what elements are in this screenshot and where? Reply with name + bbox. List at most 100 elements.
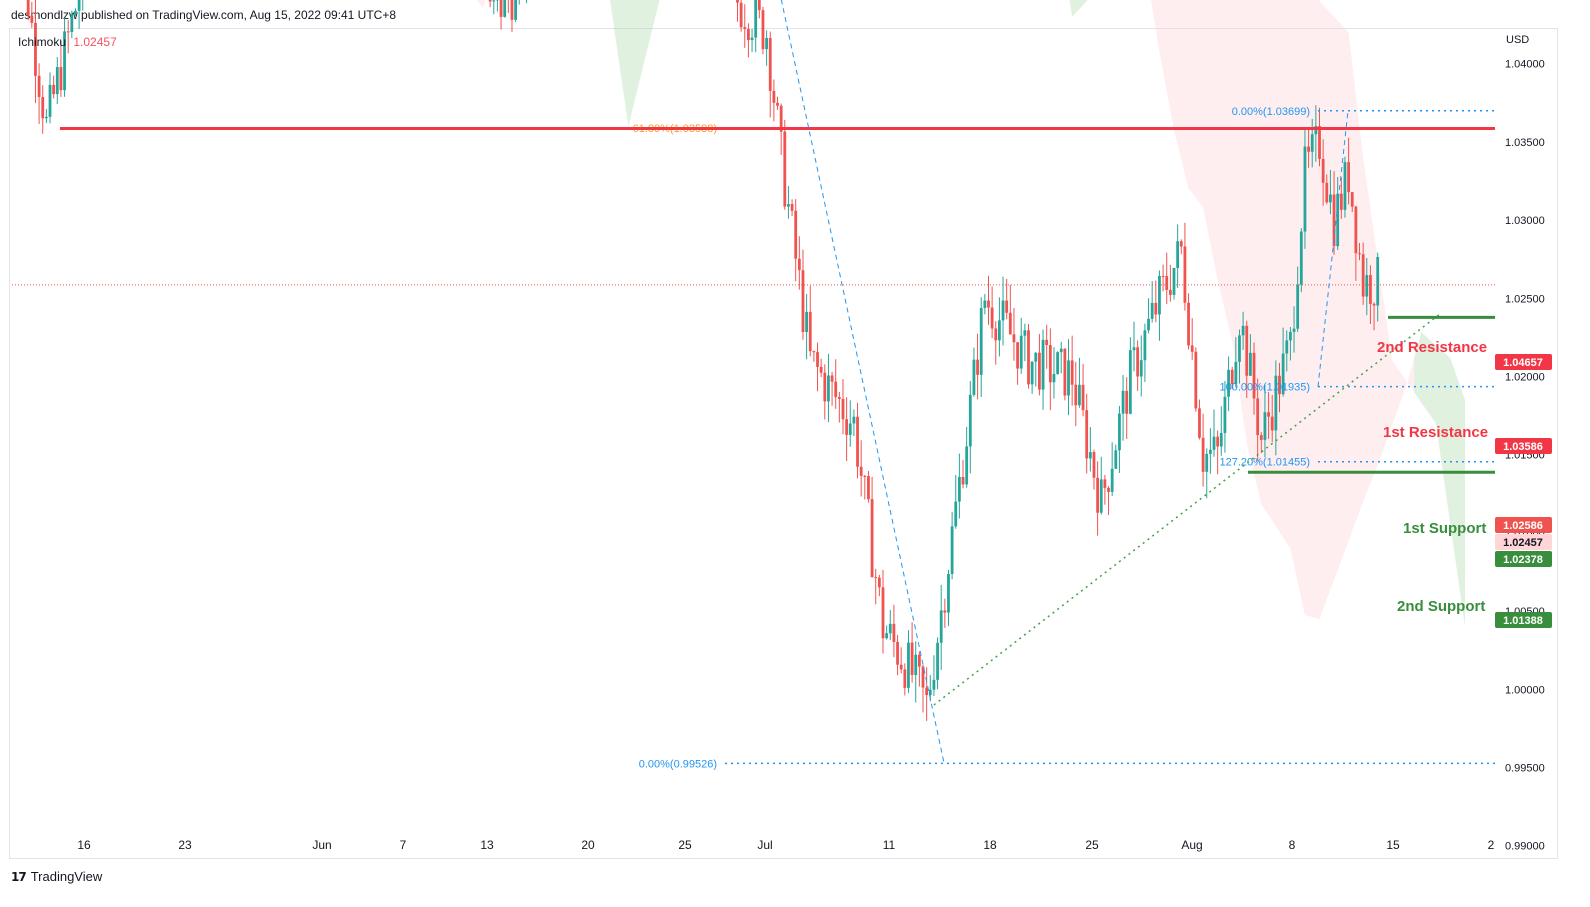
candle (77, 0, 81, 30)
x-tick-label: Jul (757, 838, 772, 852)
candlesticks (26, 0, 1380, 721)
cloud-segment (1355, 94, 1364, 522)
cloud-segment (1428, 338, 1436, 424)
y-tick-label: 0.99500 (1505, 763, 1545, 775)
cloud-segment (1086, 0, 1088, 2)
x-tick-label: 20 (581, 838, 595, 852)
candle (499, 0, 503, 30)
candle (1365, 258, 1369, 316)
candle (954, 475, 958, 529)
cloud-segment (613, 0, 622, 77)
candle (1103, 475, 1107, 505)
candle (1285, 330, 1289, 372)
tradingview-logo[interactable]: 𝟭𝟳 TradingView (11, 869, 102, 884)
candle (877, 574, 881, 597)
cloud-segment (1246, 0, 1255, 474)
candle (1289, 326, 1292, 361)
cloud-segment (1399, 371, 1407, 405)
candle (1154, 280, 1158, 323)
candle (790, 199, 794, 216)
candle (921, 664, 925, 713)
candle (885, 625, 889, 640)
x-tick-label: 16 (77, 838, 91, 852)
candle (1208, 428, 1212, 474)
chart-pane[interactable] (9, 28, 1558, 859)
candle (1008, 284, 1012, 335)
candle (1270, 394, 1274, 442)
candle (772, 79, 776, 122)
candle (848, 400, 852, 447)
candle (496, 0, 499, 12)
candle (1205, 448, 1209, 499)
candle (917, 651, 921, 687)
candle (939, 584, 943, 670)
candle (1107, 486, 1110, 516)
candle (827, 353, 830, 423)
candle (936, 637, 939, 690)
candle (1067, 339, 1070, 416)
candle (925, 667, 929, 721)
price-tag: 1.01388 (1495, 612, 1552, 628)
candle (983, 294, 987, 315)
cloud-segment (1312, 0, 1320, 619)
candle (1038, 333, 1041, 396)
candle (1070, 335, 1074, 406)
resistance-2-label: 2nd Resistance (1377, 339, 1488, 356)
candle (907, 630, 910, 693)
cloud-segment (650, 0, 658, 38)
candle (30, 1, 34, 28)
candle (852, 409, 856, 437)
candle (776, 96, 779, 110)
candle (1343, 156, 1347, 218)
candle (965, 426, 969, 488)
x-tick-label: Aug (1181, 838, 1202, 852)
cloud-segment (1290, 0, 1298, 582)
cloud-segment (1392, 360, 1400, 425)
candle (1227, 356, 1230, 412)
candle (990, 286, 994, 339)
cloud-segment (1217, 0, 1225, 311)
candle (1241, 311, 1245, 350)
candle (55, 57, 59, 104)
candle (70, 10, 74, 39)
cloud-segment (1232, 0, 1240, 393)
candle (947, 569, 950, 627)
candle (1219, 406, 1223, 456)
candle (488, 0, 492, 8)
candle (63, 18, 66, 97)
cloud-segment (621, 0, 629, 127)
candle (739, 0, 743, 32)
candle (1190, 318, 1194, 360)
candle (1147, 298, 1150, 334)
cloud-segment (1188, 0, 1196, 198)
fib-label: 100.00%(1.01935) (1219, 382, 1310, 394)
candle (1158, 270, 1161, 341)
candle (1034, 352, 1038, 387)
cloud-segment (1195, 0, 1204, 208)
candle (914, 641, 918, 703)
candle (808, 285, 812, 357)
cloud-segment (1174, 0, 1182, 160)
candle (1361, 242, 1365, 305)
candle (1099, 456, 1103, 515)
x-tick-label: 13 (480, 838, 494, 852)
candle (1252, 342, 1256, 415)
price-tag-text: 1.01388 (1503, 615, 1543, 627)
candle (957, 453, 961, 519)
cloud-segment (642, 0, 651, 68)
candle (1161, 264, 1165, 292)
indicator-legend[interactable]: Ichimoku 1.02457 (18, 35, 117, 49)
candle (1165, 252, 1169, 305)
candle (1027, 324, 1030, 389)
x-tick-label: 8 (1289, 838, 1296, 852)
price-tag: 1.03586 (1495, 438, 1552, 454)
cloud-segment (1319, 1, 1327, 619)
candle (1201, 413, 1205, 487)
cloud-segment (1203, 0, 1211, 244)
cloud-segment (482, 0, 485, 9)
candle (1143, 323, 1147, 382)
candle (1012, 308, 1016, 361)
candle (870, 476, 874, 578)
cloud-segment (1435, 345, 1444, 475)
